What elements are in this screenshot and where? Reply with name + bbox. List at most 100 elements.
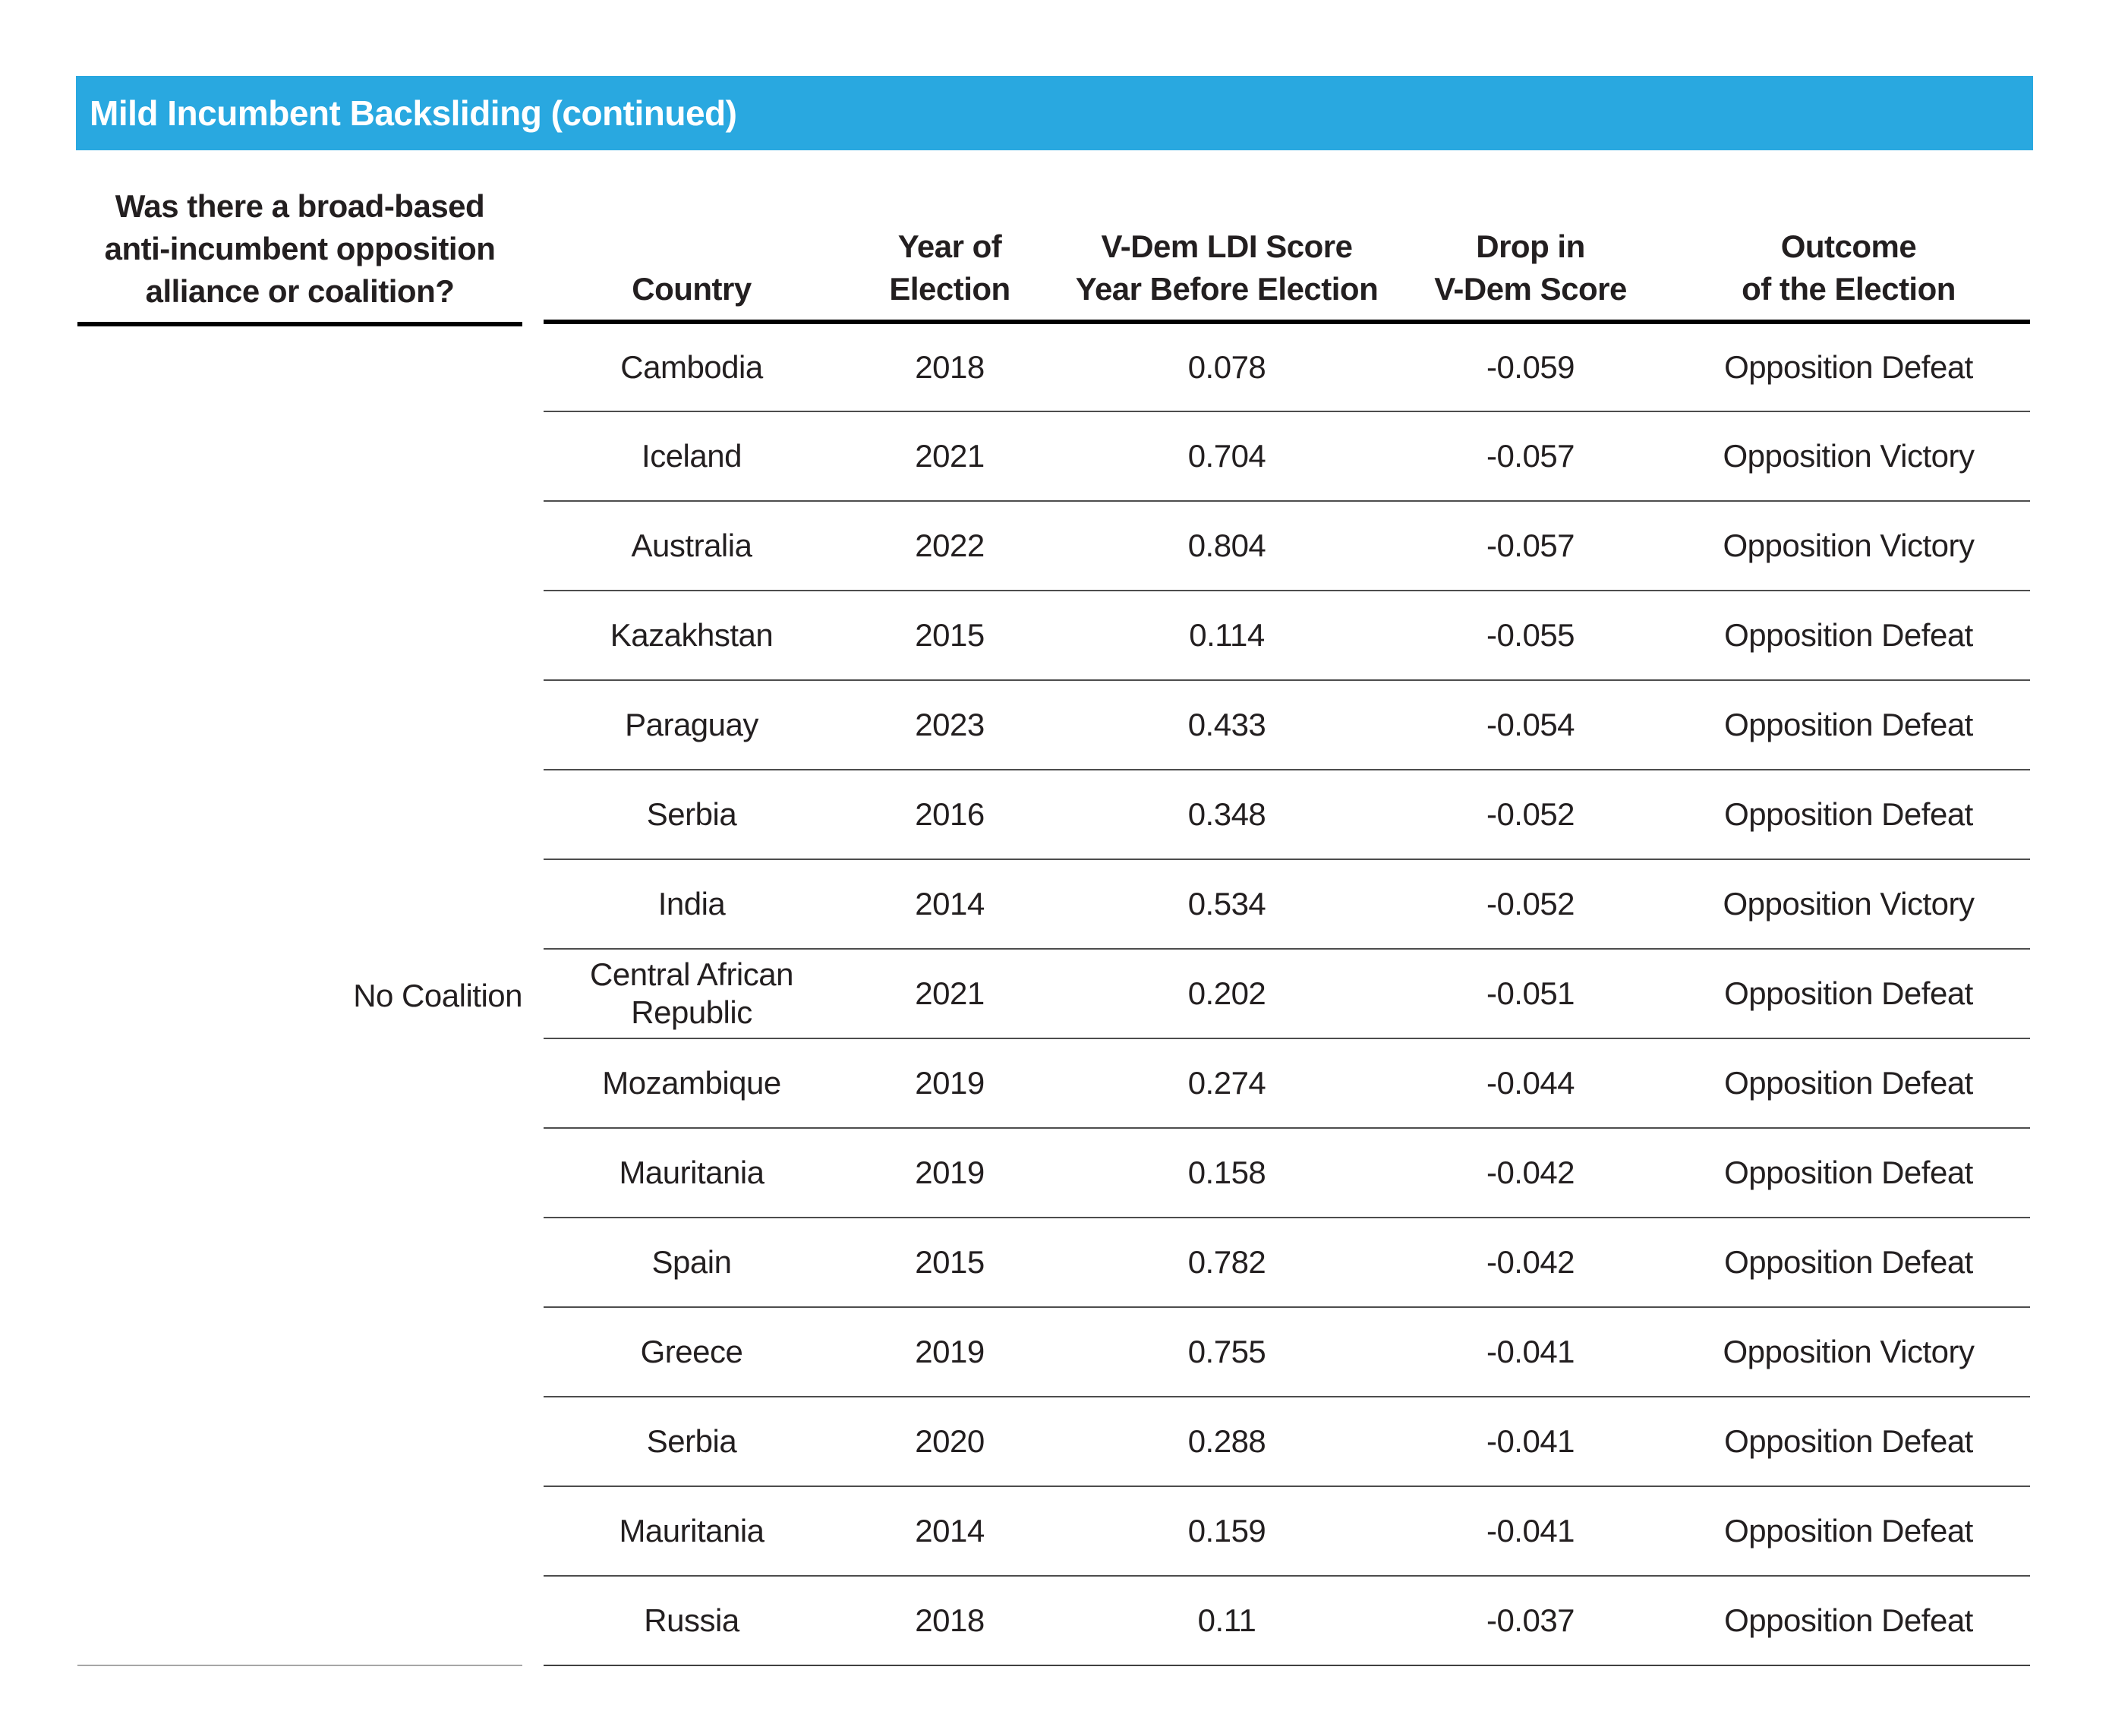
- table-row: Mozambique 2019 0.274 -0.044 Opposition …: [544, 1038, 2030, 1128]
- cell-score: 0.274: [1060, 1038, 1394, 1128]
- cell-outcome: Opposition Victory: [1667, 411, 2030, 501]
- cell-country: Paraguay: [544, 679, 840, 770]
- cell-score: 0.433: [1060, 679, 1394, 770]
- cell-score: 0.11: [1060, 1575, 1394, 1666]
- cell-year: 2020: [840, 1396, 1060, 1486]
- column-header-outcome: Outcome of the Election: [1667, 150, 2030, 324]
- cell-outcome: Opposition Defeat: [1667, 1127, 2030, 1218]
- cell-year: 2023: [840, 679, 1060, 770]
- cell-country: Russia: [544, 1575, 840, 1666]
- cell-outcome: Opposition Defeat: [1667, 1038, 2030, 1128]
- table-row: Mauritania 2014 0.159 -0.041 Opposition …: [544, 1486, 2030, 1576]
- cell-country: Australia: [544, 500, 840, 591]
- cell-outcome: Opposition Victory: [1667, 1306, 2030, 1397]
- cell-drop: -0.051: [1394, 948, 1667, 1038]
- cell-country: Cambodia: [620, 349, 763, 385]
- cell-drop: -0.052: [1394, 859, 1667, 949]
- cell-outcome: Opposition Defeat: [1667, 1575, 2030, 1666]
- cell-score: 0.704: [1060, 411, 1394, 501]
- table-content: Was there a broad-based anti-incumbent o…: [77, 150, 2030, 1666]
- table-row: Paraguay 2023 0.433 -0.054 Opposition De…: [544, 679, 2030, 770]
- cell-year: 2016: [840, 769, 1060, 859]
- coalition-header-line: Was there a broad-based: [115, 188, 485, 224]
- coalition-header-line: alliance or coalition?: [145, 273, 455, 309]
- cell-drop: -0.041: [1394, 1486, 1667, 1576]
- table-row: Australia 2022 0.804 -0.057 Opposition V…: [544, 500, 2030, 591]
- section-title: Mild Incumbent Backsliding (continued): [90, 93, 737, 133]
- cell-year: 2015: [840, 1217, 1060, 1307]
- table-row: India 2014 0.534 -0.052 Opposition Victo…: [544, 859, 2030, 949]
- header-row: Country Year of Election V-Dem LDI Score…: [544, 150, 2030, 324]
- cell-score: 0.534: [1060, 859, 1394, 949]
- column-header-country: Country: [544, 150, 840, 324]
- cell-score: 0.158: [1060, 1127, 1394, 1218]
- coalition-header-line: anti-incumbent opposition: [104, 231, 496, 266]
- cell-score: 0.202: [1060, 948, 1394, 1038]
- cell-year: 2018: [915, 349, 985, 385]
- cell-score: 0.159: [1060, 1486, 1394, 1576]
- cell-drop: -0.057: [1394, 500, 1667, 591]
- cell-country: Mozambique: [544, 1038, 840, 1128]
- cell-country: Mauritania: [544, 1486, 840, 1576]
- cell-score: 0.804: [1060, 500, 1394, 591]
- cell-country: Central African Republic: [544, 948, 840, 1038]
- cell-outcome: Opposition Victory: [1667, 500, 2030, 591]
- elections-table: Country Year of Election V-Dem LDI Score…: [544, 150, 2030, 1666]
- cell-outcome: Opposition Defeat: [1667, 1396, 2030, 1486]
- coalition-value: No Coalition: [353, 977, 522, 1013]
- column-header-drop: Drop in V-Dem Score: [1394, 150, 1667, 324]
- cell-year: 2014: [840, 859, 1060, 949]
- cell-drop: -0.054: [1394, 679, 1667, 770]
- cell-outcome: Opposition Defeat: [1667, 679, 2030, 770]
- coalition-spanner-cell: No Coalition: [77, 326, 522, 1666]
- coalition-column: Was there a broad-based anti-incumbent o…: [77, 150, 522, 1666]
- cell-drop: -0.041: [1394, 1306, 1667, 1397]
- cell-country: Serbia: [544, 769, 840, 859]
- cell-drop: -0.055: [1394, 590, 1667, 680]
- cell-drop: -0.041: [1394, 1396, 1667, 1486]
- elections-table-head: Country Year of Election V-Dem LDI Score…: [544, 150, 2030, 324]
- cell-outcome: Opposition Defeat: [1724, 349, 1973, 385]
- table-row: Central African Republic 2021 0.202 -0.0…: [544, 948, 2030, 1038]
- cell-year: 2018: [840, 1575, 1060, 1666]
- table-row: Serbia 2020 0.288 -0.041 Opposition Defe…: [544, 1396, 2030, 1486]
- table-row: Iceland 2021 0.704 -0.057 Opposition Vic…: [544, 411, 2030, 501]
- table-row: Cambodia 2018 0.078 -0.059 Opposition De…: [544, 322, 2030, 411]
- coalition-column-header: Was there a broad-based anti-incumbent o…: [77, 150, 522, 326]
- cell-score: 0.348: [1060, 769, 1394, 859]
- cell-year: 2021: [840, 411, 1060, 501]
- cell-country: Serbia: [544, 1396, 840, 1486]
- cell-year: 2015: [840, 590, 1060, 680]
- cell-drop: -0.059: [1486, 349, 1575, 385]
- cell-country: Greece: [544, 1306, 840, 1397]
- cell-score: 0.078: [1187, 349, 1266, 385]
- cell-year: 2014: [840, 1486, 1060, 1576]
- cell-outcome: Opposition Defeat: [1667, 590, 2030, 680]
- cell-year: 2022: [840, 500, 1060, 591]
- cell-year: 2019: [840, 1127, 1060, 1218]
- column-header-ldi-score: V-Dem LDI Score Year Before Election: [1060, 150, 1394, 324]
- cell-year: 2019: [840, 1038, 1060, 1128]
- cell-country: Spain: [544, 1217, 840, 1307]
- cell-drop: -0.052: [1394, 769, 1667, 859]
- table-row: Serbia 2016 0.348 -0.052 Opposition Defe…: [544, 769, 2030, 859]
- cell-outcome: Opposition Victory: [1667, 859, 2030, 949]
- cell-country: Mauritania: [544, 1127, 840, 1218]
- cell-year: 2021: [840, 948, 1060, 1038]
- elections-table-body: Cambodia 2018 0.078 -0.059 Opposition De…: [544, 322, 2030, 1666]
- cell-drop: -0.042: [1394, 1217, 1667, 1307]
- table-row: Spain 2015 0.782 -0.042 Opposition Defea…: [544, 1217, 2030, 1307]
- cell-outcome: Opposition Defeat: [1667, 769, 2030, 859]
- section-title-bar: Mild Incumbent Backsliding (continued): [76, 76, 2033, 150]
- cell-drop: -0.037: [1394, 1575, 1667, 1666]
- cell-country: Iceland: [544, 411, 840, 501]
- table-row: Mauritania 2019 0.158 -0.042 Opposition …: [544, 1127, 2030, 1218]
- cell-outcome: Opposition Defeat: [1667, 1217, 2030, 1307]
- cell-outcome: Opposition Defeat: [1667, 1486, 2030, 1576]
- cell-score: 0.288: [1060, 1396, 1394, 1486]
- table-row: Greece 2019 0.755 -0.041 Opposition Vict…: [544, 1306, 2030, 1397]
- table-row: Russia 2018 0.11 -0.037 Opposition Defea…: [544, 1575, 2030, 1666]
- cell-score: 0.114: [1060, 590, 1394, 680]
- cell-year: 2019: [840, 1306, 1060, 1397]
